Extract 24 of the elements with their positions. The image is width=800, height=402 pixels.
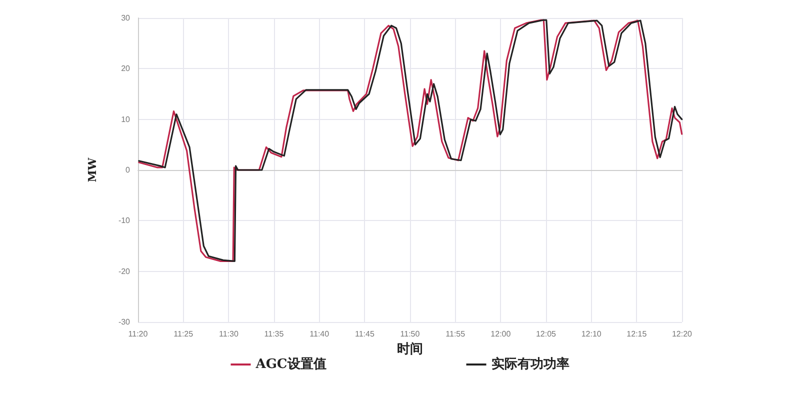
x-axis-title: 时间 xyxy=(397,342,423,357)
x-tick-label: 11:20 xyxy=(128,330,148,338)
x-tick-label: 11:40 xyxy=(310,330,330,338)
x-tick-label: 11:35 xyxy=(264,330,284,338)
y-tick-label: 10 xyxy=(121,114,131,124)
y-tick-label: -30 xyxy=(118,318,131,326)
y-tick-label: -20 xyxy=(118,266,131,276)
x-tick-label: 12:05 xyxy=(536,330,557,338)
x-tick-label: 12:20 xyxy=(672,330,693,338)
y-tick-label: 30 xyxy=(121,14,131,22)
legend-label: AGC设置值 xyxy=(254,357,326,372)
x-tick-label: 11:45 xyxy=(354,330,375,338)
x-tick-label: 11:30 xyxy=(218,330,239,338)
x-tick-label: 12:00 xyxy=(490,330,512,338)
x-tick-label: 11:55 xyxy=(446,330,466,338)
y-tick-label: 0 xyxy=(126,166,131,174)
x-tick-label: 11:25 xyxy=(174,330,194,338)
y-axis-title: MW xyxy=(86,157,99,182)
y-tick-label: 20 xyxy=(121,64,131,74)
x-tick-label: 12:10 xyxy=(581,330,602,338)
legend-label: 实际有功功率 xyxy=(491,356,570,372)
y-tick-label: -10 xyxy=(118,216,131,226)
x-tick-label: 11:50 xyxy=(400,330,420,338)
x-tick-label: 12:15 xyxy=(626,330,648,338)
